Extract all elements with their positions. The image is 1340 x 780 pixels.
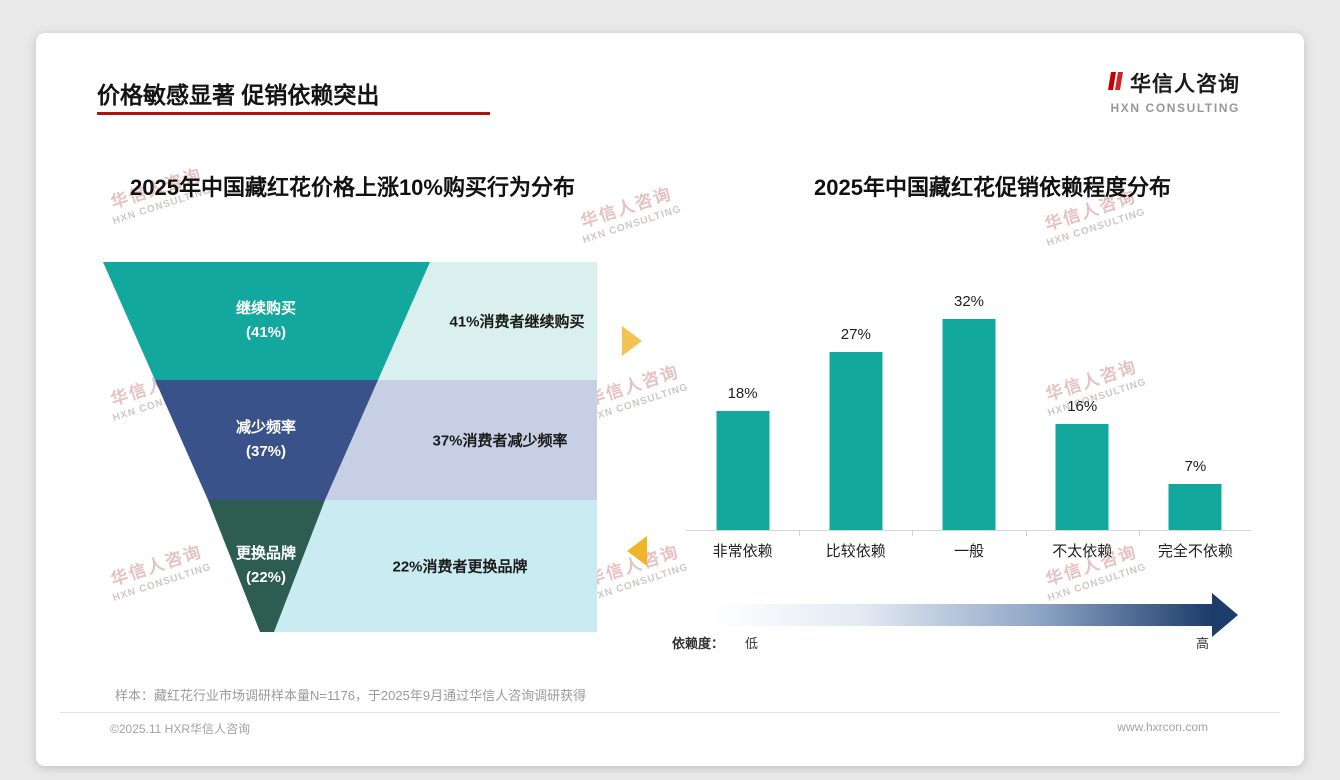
bar-category-label: 非常依赖 — [712, 543, 773, 560]
funnel-level-2-background — [325, 380, 597, 500]
logo-subtitle: HXN CONSULTING — [1110, 101, 1240, 115]
funnel-level-2-label: 减少频率 (37%) — [235, 419, 296, 460]
bar-value-label: 7% — [1184, 457, 1207, 475]
connector-arrow-right-icon — [622, 326, 642, 356]
bar-category-label: 一般 — [954, 543, 985, 560]
logo-name: 华信人咨询 — [1130, 73, 1240, 96]
bar-category-label: 完全不依赖 — [1157, 543, 1233, 560]
bar-group: 32% — [912, 292, 1025, 530]
footer-website: www.hxrcon.com — [1117, 720, 1208, 734]
funnel-level-1-label: 继续购买 (41%) — [235, 300, 296, 341]
bar-value-label: 27% — [840, 325, 871, 343]
bar-category-label: 比较依赖 — [825, 543, 886, 560]
bar-group: 16% — [1026, 295, 1139, 530]
dependency-scale-low: 低 — [745, 636, 759, 651]
bar-plot: 18% 27% 32% 16% 7% — [686, 292, 1252, 531]
funnel-level-1-description: 41%消费者继续购买 — [449, 313, 585, 331]
sample-footnote: 样本：藏红花行业市场调研样本量N=1176，于2025年9月通过华信人咨询调研获… — [115, 688, 587, 703]
logo-mark-icon — [1106, 71, 1124, 96]
funnel-level-1-shape — [103, 262, 430, 380]
footer-copyright: ©2025.11 HXR华信人咨询 — [110, 722, 250, 736]
title-underline — [97, 112, 490, 115]
bar — [942, 318, 996, 530]
funnel-level-3-description: 22%消费者更换品牌 — [392, 558, 528, 576]
axis-tick — [1138, 531, 1140, 536]
footer-divider — [60, 712, 1280, 713]
bar — [829, 351, 883, 530]
axis-tick — [1025, 531, 1027, 536]
funnel-chart-title: 2025年中国藏红花价格上涨10%购买行为分布 — [130, 175, 575, 200]
logo: 华信人咨询 HXN CONSULTING — [1106, 68, 1240, 115]
connector-arrow-left-icon — [627, 536, 647, 566]
funnel-level-3-background — [274, 500, 597, 632]
bar-value-label: 16% — [1067, 398, 1098, 416]
page-title: 价格敏感显著 促销依赖突出 — [97, 82, 380, 108]
funnel-level-2: 减少频率 (37%) 37%消费者减少频率 — [103, 380, 597, 500]
bar — [716, 411, 770, 530]
bar-group: 27% — [799, 295, 912, 530]
axis-tick — [912, 531, 914, 536]
bar-value-label: 32% — [953, 292, 985, 310]
funnel-level-2-description: 37%消费者减少频率 — [432, 432, 568, 450]
funnel-level-1: 继续购买 (41%) 41%消费者继续购买 — [103, 262, 597, 380]
bar-group: 18% — [686, 295, 799, 530]
dependency-gradient-arrow — [712, 604, 1212, 626]
bar-chart-title: 2025年中国藏红花促销依赖程度分布 — [814, 175, 1171, 200]
axis-tick — [799, 531, 801, 536]
bar — [1168, 483, 1222, 530]
dependency-gradient-arrowhead-icon — [1212, 593, 1238, 637]
bar — [1055, 424, 1109, 530]
bar-value-label: 18% — [727, 385, 758, 403]
funnel-level-3: 更换品牌 (22%) 22%消费者更换品牌 — [103, 500, 597, 632]
dependency-scale-label: 依赖度： — [672, 636, 725, 651]
bar-category-row: 非常依赖 比较依赖 一般 不太依赖 完全不依赖 — [686, 540, 1252, 561]
bar-category-label: 不太依赖 — [1052, 543, 1113, 560]
funnel-level-3-label: 更换品牌 (22%) — [235, 545, 296, 586]
bar-axis-ticks — [686, 531, 1252, 537]
bar-group: 7% — [1139, 295, 1252, 530]
dependency-scale-high: 高 — [1196, 636, 1210, 651]
